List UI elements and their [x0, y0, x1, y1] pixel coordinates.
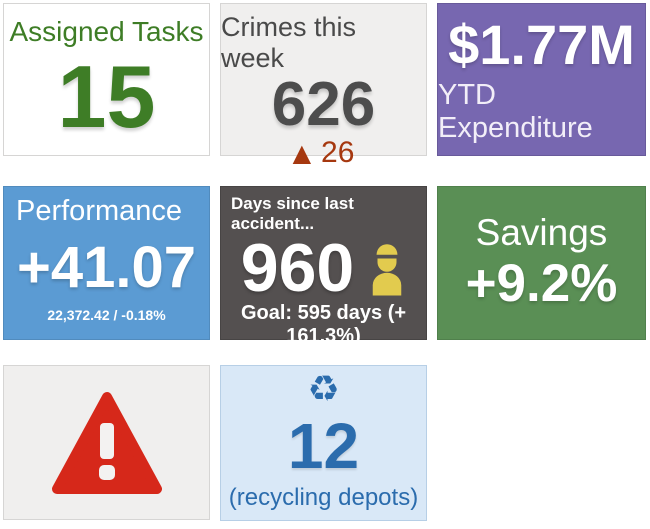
tile-assigned-tasks: Assigned Tasks 15: [3, 3, 210, 156]
savings-value: +9.2%: [465, 253, 618, 313]
tile-ytd-expenditure: $1.77M YTD Expenditure: [437, 3, 646, 156]
increase-triangle-icon: ▲: [292, 139, 312, 167]
performance-value: +41.07: [16, 234, 196, 300]
performance-title: Performance: [16, 195, 183, 227]
worker-icon: [372, 244, 402, 296]
crimes-value: 626: [271, 70, 376, 139]
warning-triangle-icon: [51, 391, 162, 494]
tile-performance: Performance +41.07 22,372.42 / -0.18%: [3, 186, 210, 340]
savings-title: Savings: [475, 211, 608, 253]
accident-value-row: 960: [221, 234, 426, 302]
tile-warning: [3, 365, 210, 520]
accident-value: 960: [240, 230, 355, 306]
expenditure-value: $1.77M: [448, 12, 635, 76]
recycling-label: (recycling depots): [228, 484, 419, 511]
recycling-value: 12: [287, 410, 360, 482]
tile-recycling-depots: ♻ 12 (recycling depots): [220, 365, 427, 521]
assigned-tasks-value: 15: [57, 46, 156, 146]
recycle-icon: ♻: [307, 369, 340, 410]
crimes-delta-value: 26: [321, 136, 355, 169]
tile-days-since-accident: Days since last accident... 960 Goal: 59…: [220, 186, 427, 347]
expenditure-label: YTD Expenditure: [438, 79, 593, 145]
tile-crimes-this-week: Crimes this week 626 ▲ 26: [220, 3, 427, 169]
accident-goal: Goal: 595 days (+ 161.3%): [240, 302, 407, 347]
crimes-delta: ▲ 26: [293, 136, 355, 170]
accident-title: Days since last accident...: [231, 194, 354, 233]
tile-savings: Savings +9.2%: [437, 186, 646, 340]
crimes-title: Crimes this week: [221, 12, 357, 73]
assigned-tasks-title: Assigned Tasks: [9, 16, 204, 47]
performance-detail: 22,372.42 / -0.18%: [47, 307, 166, 323]
